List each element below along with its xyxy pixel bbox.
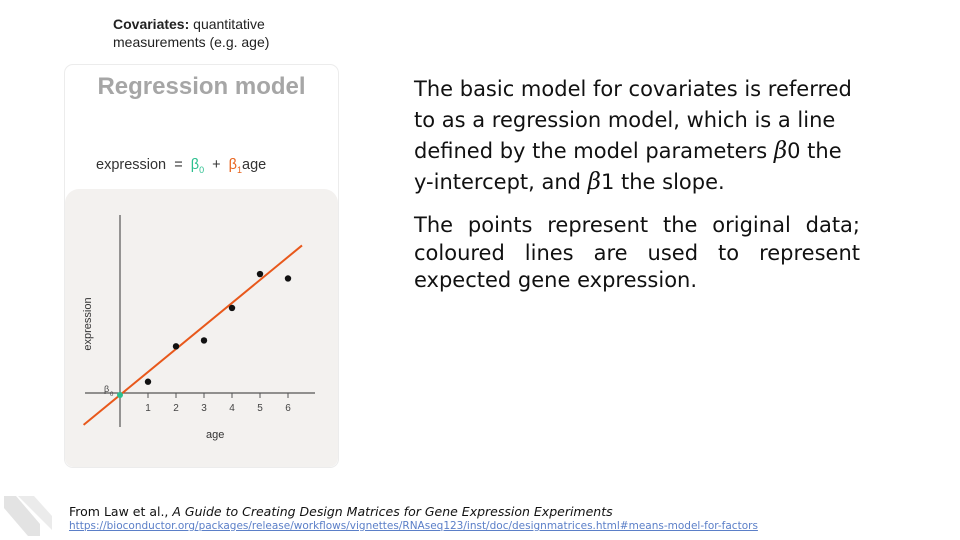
x-tick-label: 5 [257,403,263,414]
beta1-symbol: β [587,169,601,195]
x-tick-label: 3 [201,403,207,414]
y-axis-label: expression [82,297,94,350]
source-link[interactable]: https://bioconductor.org/packages/releas… [69,520,758,532]
regression-model-panel: Regression model expression = β0 + β1age… [64,64,339,468]
beta0-axis-label: β [104,384,109,394]
beta0-axis-label-sub: 0 [110,392,114,398]
equation-term: age [242,157,267,173]
x-axis-label: age [206,429,224,441]
explanation-text: The basic model for covariates is referr… [414,74,860,309]
data-point [256,270,264,278]
paragraph-points: The points represent the original data; … [414,213,860,292]
equation-lhs: expression [96,157,167,173]
fit-line [82,244,303,426]
x-tick-label: 4 [229,403,235,414]
data-point [228,304,236,312]
x-tick-label: 6 [285,403,291,414]
source-title: A Guide to Creating Design Matrices for … [172,504,613,519]
x-tick-label: 1 [145,403,151,414]
logo-icon [4,496,52,536]
equation-equals: = [174,157,183,173]
data-point [172,343,180,350]
subtitle-bold: Covariates: [113,16,190,32]
equation-beta0: β0 [190,157,205,175]
subtitle-rest: quantitative measurements (e.g. age) [113,16,270,50]
regression-chart: 1 2 3 4 5 6 age expression β0 [82,215,315,441]
paragraph-model: The basic model for covariates is referr… [414,77,852,195]
data-point [200,337,208,344]
equation-beta1: β1 [228,157,243,175]
slide-subtitle: Covariates: quantitative measurements (e… [113,15,333,51]
equation-plus: + [212,157,221,173]
source-citation: From Law et al., A Guide to Creating Des… [69,504,613,519]
intercept-point [117,392,123,398]
data-point [144,378,152,385]
data-point [284,275,292,282]
beta0-symbol: β [773,138,788,164]
panel-title: Regression model [97,73,306,100]
x-tick-label: 2 [173,403,179,414]
regression-equation: expression = β0 + β1age [96,157,266,175]
